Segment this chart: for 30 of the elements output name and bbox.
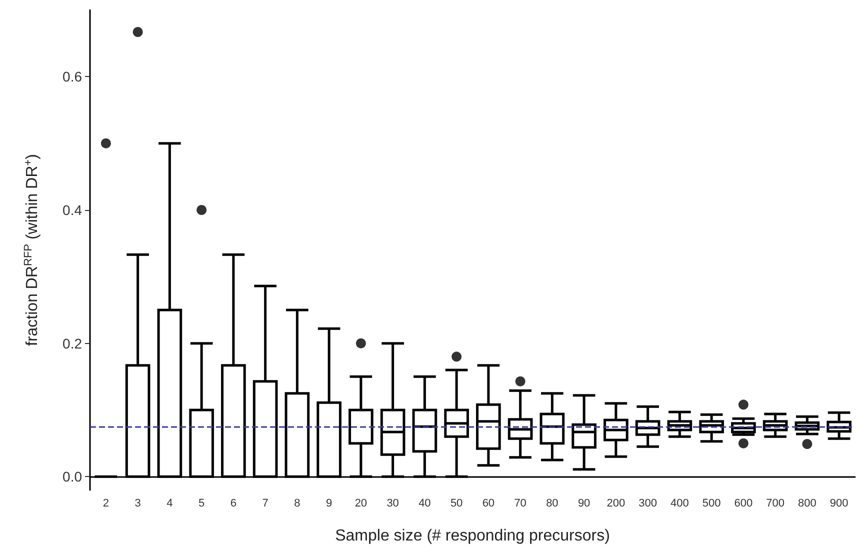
x-tick-label: 4 <box>166 498 173 510</box>
x-tick-label: 600 <box>734 498 753 510</box>
x-tick-label: 200 <box>606 498 626 510</box>
x-tick-label: 40 <box>418 498 431 510</box>
x-tick-label: 70 <box>514 498 526 510</box>
x-tick-label: 90 <box>578 498 590 510</box>
x-tick-label: 5 <box>198 498 205 510</box>
x-axis-title: Sample size (# responding precursors) <box>335 528 610 544</box>
y-tick-label: 0.4 <box>62 202 82 218</box>
x-tick-label: 8 <box>294 498 300 510</box>
x-tick-label: 3 <box>134 498 141 510</box>
x-tick-label: 400 <box>670 498 689 510</box>
x-tick-label: 30 <box>386 498 399 510</box>
x-tick-label: 50 <box>450 498 463 510</box>
y-axis-title: fraction DRRFP (within DR+) <box>22 154 41 346</box>
x-tick-label: 700 <box>766 498 784 510</box>
y-tick-label: 0.6 <box>62 68 82 85</box>
x-tick-label: 9 <box>326 498 332 510</box>
x-tick-label: 6 <box>230 498 236 510</box>
x-tick-label: 300 <box>638 498 657 510</box>
x-tick-label: 60 <box>482 498 495 510</box>
x-tick-label: 800 <box>798 498 816 510</box>
y-tick-label: 0.2 <box>62 335 82 352</box>
x-tick-label: 900 <box>830 498 848 510</box>
x-tick-label: 80 <box>546 498 558 510</box>
x-tick-label: 20 <box>354 498 368 510</box>
x-tick-label: 7 <box>262 498 268 510</box>
x-tick-label: 2 <box>102 498 109 510</box>
y-tick-label: 0.0 <box>62 468 82 485</box>
x-tick-label: 500 <box>702 498 721 510</box>
